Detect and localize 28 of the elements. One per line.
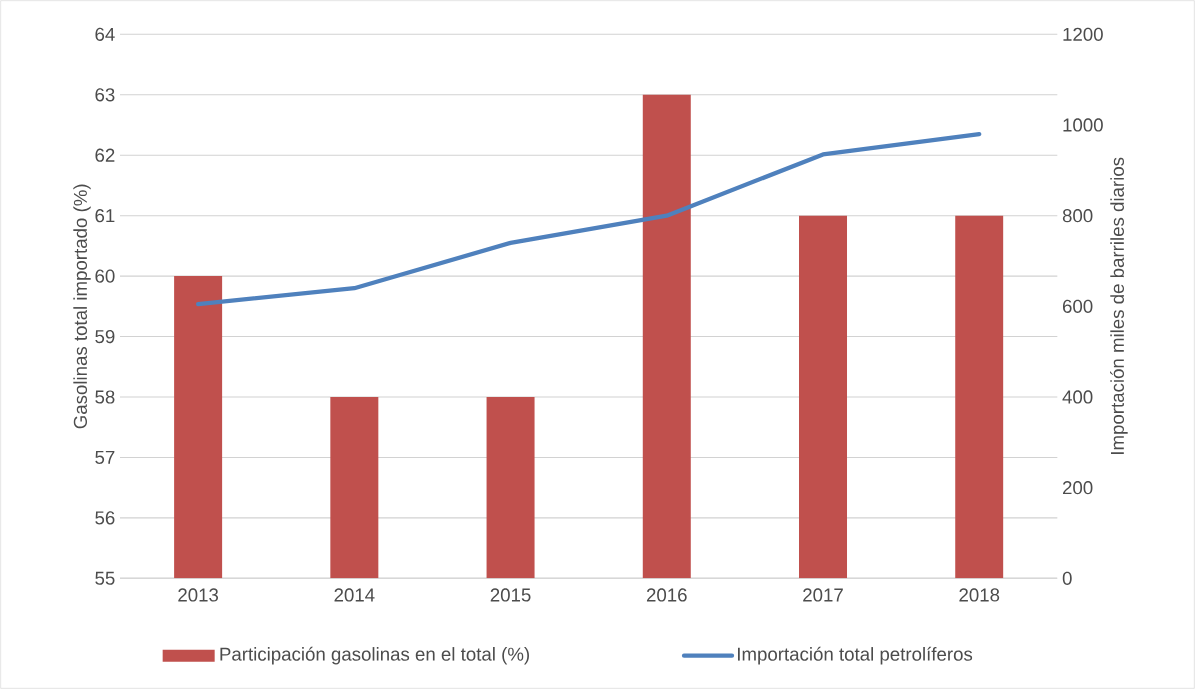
x-tick-label: 2017 — [803, 588, 843, 602]
y2-tick-label: 400 — [1062, 390, 1093, 404]
y2-tick-label: 0 — [1062, 571, 1072, 585]
y-tick-label: 58 — [95, 390, 115, 404]
y-axis-title: Gasolinas total importado (%) — [73, 184, 91, 429]
y2-tick-label: 800 — [1062, 209, 1093, 223]
y-tick-label: 64 — [95, 27, 115, 41]
x-tick-label: 2015 — [490, 588, 531, 602]
y-tick-label: 63 — [95, 88, 115, 102]
y-tick-label: 60 — [95, 269, 115, 283]
y-tick-label: 62 — [95, 148, 115, 162]
legend-label: Importación total petrolíferos — [737, 646, 973, 665]
y-tick-label: 61 — [95, 209, 115, 223]
y-tick-label: 59 — [95, 329, 115, 344]
y-tick-label: 57 — [95, 450, 115, 464]
x-tick-label: 2014 — [334, 588, 375, 602]
y-tick-label: 55 — [95, 571, 115, 585]
y2-axis-title: Importación miles de barriles diarios — [1110, 157, 1128, 455]
y-tick-label: 56 — [95, 511, 115, 525]
legend-label: Participación gasolinas en el total (%) — [220, 646, 529, 665]
y2-tick-label: 200 — [1063, 481, 1093, 495]
x-tick-label: 2013 — [178, 588, 219, 602]
y2-tick-label: 600 — [1063, 299, 1093, 313]
x-tick-label: 2018 — [959, 588, 1000, 602]
y2-tick-label: 1200 — [1063, 27, 1103, 41]
line-series — [195, 131, 982, 307]
x-tick-label: 2016 — [646, 588, 687, 602]
y2-tick-label: 1000 — [1063, 118, 1103, 132]
